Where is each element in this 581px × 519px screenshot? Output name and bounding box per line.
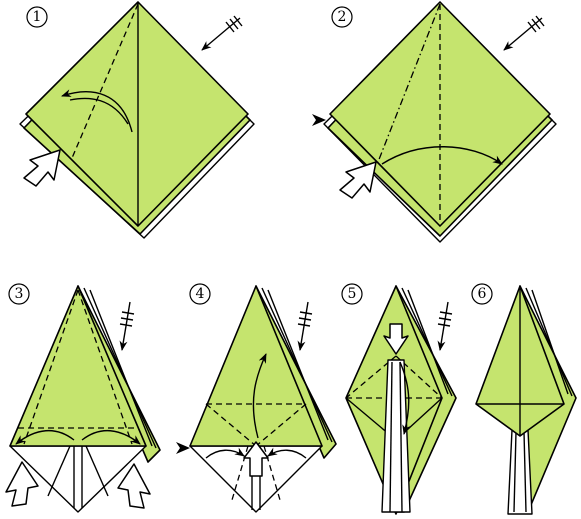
step-4-badge — [189, 283, 211, 305]
step-4-front-kite — [189, 285, 323, 447]
step-4: 4 — [176, 283, 337, 513]
step-2-mountain-fold — [377, 3, 441, 163]
step-1-valley-fold — [71, 3, 139, 159]
step-2-view-marker — [312, 114, 326, 126]
step-1-number: 1 — [33, 9, 42, 25]
step-5-center-strip — [381, 359, 411, 513]
step-4-repeat-behind-arrow — [297, 301, 313, 351]
step-1: 1 — [19, 1, 255, 239]
step-2-repeat-behind-arrow — [503, 15, 545, 51]
step-6-badge — [471, 283, 493, 305]
step-5-layer-edge-2 — [407, 289, 449, 395]
step-1-push-arrow — [23, 149, 61, 187]
step-3-badge — [8, 283, 30, 305]
step-4-number: 4 — [196, 286, 205, 302]
step-4-view-marker — [176, 442, 190, 454]
step-3-fold-arrow-right — [81, 429, 141, 445]
step-6-center-strip — [507, 429, 533, 515]
step-2-push-arrow — [339, 161, 377, 199]
step-5-layer-edge-1 — [401, 287, 453, 397]
step-3-layer-edge-2 — [89, 289, 153, 447]
step-6-layer-edge-2 — [531, 289, 569, 395]
step-4-valley-fold-left — [205, 403, 257, 447]
step-4-push-arrow — [243, 441, 269, 477]
step-2-fold-arrow — [381, 146, 503, 165]
step-4-valley-fold-right — [255, 403, 307, 447]
step-1-front-layer — [25, 1, 249, 227]
step-4-side-arrow-right — [267, 447, 307, 459]
step-2-number: 2 — [338, 9, 347, 25]
step-5-push-arrow — [383, 323, 409, 355]
step-3-valley-fold-left — [23, 289, 79, 445]
step-4-side-arrow-left — [205, 447, 245, 459]
step-5: 5 — [341, 283, 457, 515]
step-4-layer-edge-1 — [261, 287, 333, 443]
step-5-number: 5 — [348, 286, 357, 302]
step-4-layer-edge-2 — [267, 289, 329, 441]
step-1-fold-arrow — [61, 89, 133, 133]
step-3-valley-fold-right — [77, 289, 133, 445]
step-6-strip-line-1 — [513, 431, 517, 513]
step-5-fold-arrow — [399, 361, 411, 435]
step-5-repeat-behind-arrow — [437, 301, 453, 351]
step-4-fold-arrow — [252, 353, 267, 439]
step-1-repeat-behind-arrow — [201, 15, 243, 51]
step-3-push-arrow-left — [5, 461, 39, 507]
step-6-strip-line-2 — [523, 431, 527, 513]
step-5-strip-line-1 — [389, 361, 393, 513]
step-2-badge — [331, 6, 353, 28]
step-3-fold-arrow-left — [15, 429, 75, 445]
step-1-badge — [26, 6, 48, 28]
step-3: 3 — [5, 283, 161, 513]
step-3-front-kite — [9, 285, 147, 447]
step-5-strip-line-2 — [399, 361, 403, 513]
step-3-flap-line-3 — [47, 445, 71, 497]
step-3-number: 3 — [15, 286, 24, 302]
step-6-number: 6 — [478, 286, 487, 302]
step-2: 2 — [312, 1, 557, 243]
step-3-flap-line-4 — [85, 445, 109, 497]
step-1-fold-arrow-echo — [69, 97, 129, 125]
step-3-layer-edge-1 — [83, 287, 157, 449]
step-5-badge — [341, 283, 363, 305]
step-3-repeat-behind-arrow — [119, 301, 135, 351]
step-3-push-arrow-right — [117, 463, 151, 509]
step-6-layer-edge-1 — [525, 287, 573, 397]
step-6: 6 — [471, 283, 577, 515]
